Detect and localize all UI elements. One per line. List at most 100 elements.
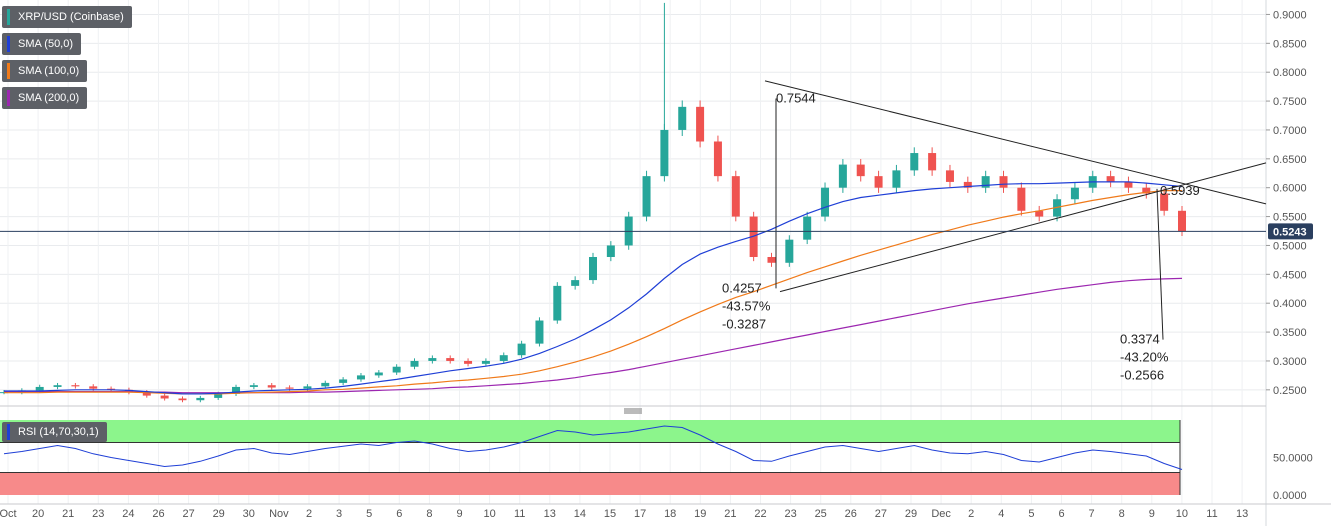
candle: [374, 372, 383, 376]
x-tick-label: 6: [396, 508, 402, 520]
y-tick-label: 0.2500: [1273, 385, 1307, 397]
legend-main[interactable]: XRP/USD (Coinbase): [2, 6, 132, 28]
candle: [160, 395, 169, 399]
x-tick-label: Nov: [269, 508, 289, 520]
legend-sma50-swatch: [7, 36, 10, 52]
candle: [71, 385, 80, 387]
candle: [267, 385, 276, 388]
x-tick-label: 21: [62, 508, 74, 520]
candle: [785, 239, 794, 263]
legend-sma200-label: SMA (200,0): [18, 92, 80, 104]
x-tick-label: 26: [845, 508, 857, 520]
candle: [89, 386, 98, 389]
x-tick-label: 15: [604, 508, 616, 520]
y-tick-label: 0.6500: [1273, 154, 1307, 166]
candle: [999, 176, 1008, 188]
candle: [803, 216, 812, 240]
candle: [517, 343, 526, 356]
legend-main-swatch: [7, 9, 10, 25]
x-tick-label: 2: [306, 508, 312, 520]
candle: [428, 358, 437, 361]
candle: [53, 385, 62, 387]
rsi-oversold-zone: [0, 472, 1180, 495]
rsi-tick-label: 0.0000: [1273, 490, 1307, 502]
current-price-badge-label: 0.5243: [1273, 226, 1307, 238]
y-tick-label: 0.7500: [1273, 96, 1307, 108]
x-tick-label: 25: [815, 508, 827, 520]
annotation-right-measure: -0.2566: [1120, 368, 1164, 383]
candle: [1017, 187, 1026, 211]
legend-main-label: XRP/USD (Coinbase): [18, 11, 124, 23]
candle: [731, 176, 740, 217]
x-tick-label: 11: [1206, 508, 1217, 520]
candle: [196, 397, 205, 401]
sma200-line: [4, 277, 1183, 394]
x-tick-label: Oct: [0, 508, 17, 520]
trendline-lower: [779, 162, 1267, 293]
x-tick-label: 18: [664, 508, 676, 520]
annotation-left-measure: 0.4257: [722, 280, 762, 295]
candle: [178, 398, 187, 401]
candle: [660, 129, 669, 177]
x-tick-label: 13: [1236, 508, 1248, 520]
candle: [321, 382, 330, 387]
candle: [553, 285, 562, 321]
x-tick-label: 24: [122, 508, 134, 520]
legend-sma50[interactable]: SMA (50,0): [2, 33, 82, 55]
candle: [838, 164, 847, 188]
rsi-tick-label: 50.0000: [1273, 453, 1313, 465]
candle: [214, 393, 223, 398]
x-tick-label: 13: [544, 508, 556, 520]
candle: [392, 366, 401, 373]
legend-rsi-swatch: [7, 424, 10, 440]
y-tick-label: 0.5500: [1273, 212, 1307, 224]
candle: [856, 164, 865, 177]
y-tick-label: 0.9000: [1273, 9, 1307, 21]
y-tick-label: 0.7000: [1273, 125, 1307, 137]
x-tick-label: 21: [724, 508, 736, 520]
candle: [571, 280, 580, 286]
x-tick-label: 8: [1119, 508, 1125, 520]
x-tick-label: 29: [905, 508, 917, 520]
candle: [535, 320, 544, 344]
candle: [1160, 193, 1169, 211]
x-tick-label: 9: [456, 508, 462, 520]
x-tick-label: 5: [1028, 508, 1034, 520]
candle: [142, 392, 151, 396]
x-tick-label: 2: [968, 508, 974, 520]
candle: [1035, 210, 1044, 217]
annotation-apex: 0.5939: [1160, 183, 1200, 198]
x-tick-label: 6: [1058, 508, 1064, 520]
candle: [410, 360, 419, 367]
x-tick-label: 17: [634, 508, 646, 520]
legend-sma200-swatch: [7, 90, 10, 106]
x-tick-label: 29: [213, 508, 225, 520]
annotation-right-measure: -43.20%: [1120, 350, 1169, 365]
legend-sma50-label: SMA (50,0): [18, 38, 74, 50]
candles: [0, 100, 1186, 403]
candle: [642, 176, 651, 217]
x-tick-label: 4: [998, 508, 1004, 520]
annotation-peak: 0.7544: [776, 91, 816, 106]
candle: [678, 106, 687, 130]
candle: [356, 375, 365, 380]
candle: [606, 245, 615, 257]
legend-sma200[interactable]: SMA (200,0): [2, 87, 88, 109]
y-tick-label: 0.8500: [1273, 38, 1307, 50]
x-tick-label: 19: [694, 508, 706, 520]
y-tick-label: 0.4000: [1273, 298, 1307, 310]
x-tick-label: 7: [1089, 508, 1095, 520]
candle: [1070, 187, 1079, 200]
x-tick-label: 26: [152, 508, 164, 520]
candle: [339, 379, 348, 383]
x-tick-label: 3: [336, 508, 342, 520]
candle: [303, 386, 312, 389]
legend-rsi-label: RSI (14,70,30,1): [18, 426, 99, 438]
x-tick-label: 27: [875, 508, 887, 520]
candle: [589, 256, 597, 281]
x-tick-label: 27: [182, 508, 194, 520]
legend-sma100[interactable]: SMA (100,0): [2, 60, 88, 82]
candle: [821, 187, 830, 217]
legend-rsi[interactable]: RSI (14,70,30,1): [2, 422, 107, 442]
